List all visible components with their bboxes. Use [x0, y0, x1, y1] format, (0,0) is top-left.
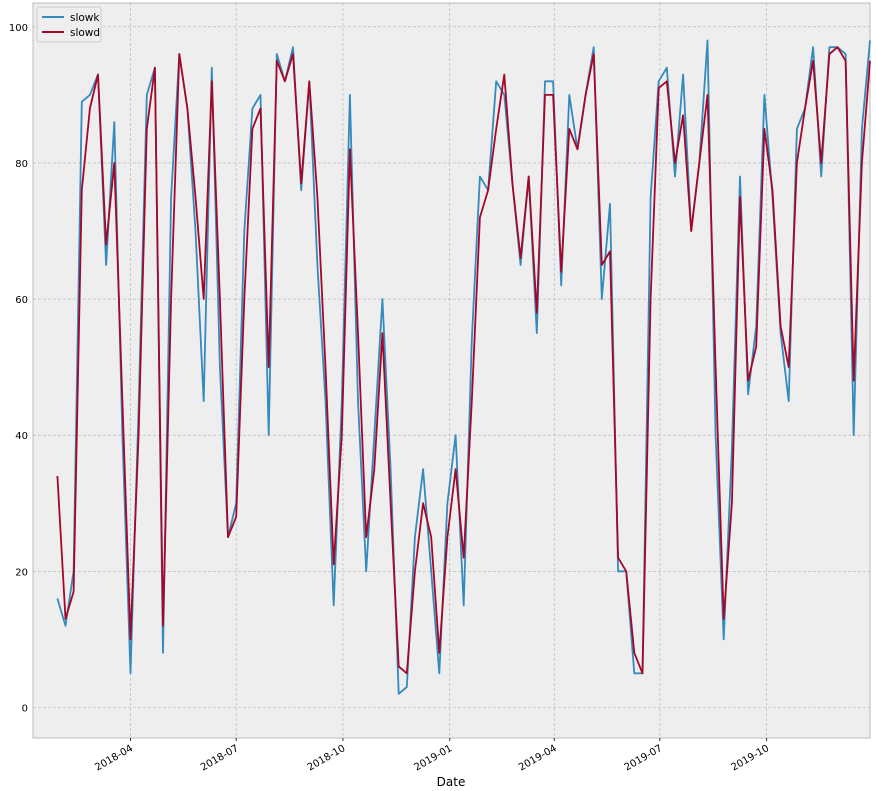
x-tick-label: 2019-04 — [517, 743, 559, 773]
y-tick-label: 20 — [15, 567, 28, 578]
legend-label-slowd: slowd — [70, 27, 100, 39]
y-tick-label: 40 — [15, 431, 28, 442]
x-tick-label: 2018-04 — [93, 743, 135, 773]
x-axis-label: Date — [437, 775, 466, 787]
x-tick-label: 2019-07 — [623, 743, 665, 773]
y-axis: 0 20 40 60 80 100 — [9, 23, 28, 715]
x-tick-label: 2018-07 — [199, 743, 241, 773]
y-tick-label: 0 — [22, 703, 28, 714]
y-tick-label: 100 — [9, 23, 28, 34]
legend-label-slowk: slowk — [70, 12, 100, 24]
legend: slowk slowd — [37, 7, 101, 42]
x-tick-label: 2019-10 — [729, 743, 771, 773]
y-tick-label: 80 — [15, 159, 28, 170]
x-axis: 2018-04 2018-07 2018-10 2019-01 2019-04 2019-… — [93, 738, 771, 773]
y-tick-label: 60 — [15, 295, 28, 306]
x-tick-label: 2019-01 — [413, 743, 455, 773]
x-tick-label: 2018-10 — [306, 743, 348, 773]
